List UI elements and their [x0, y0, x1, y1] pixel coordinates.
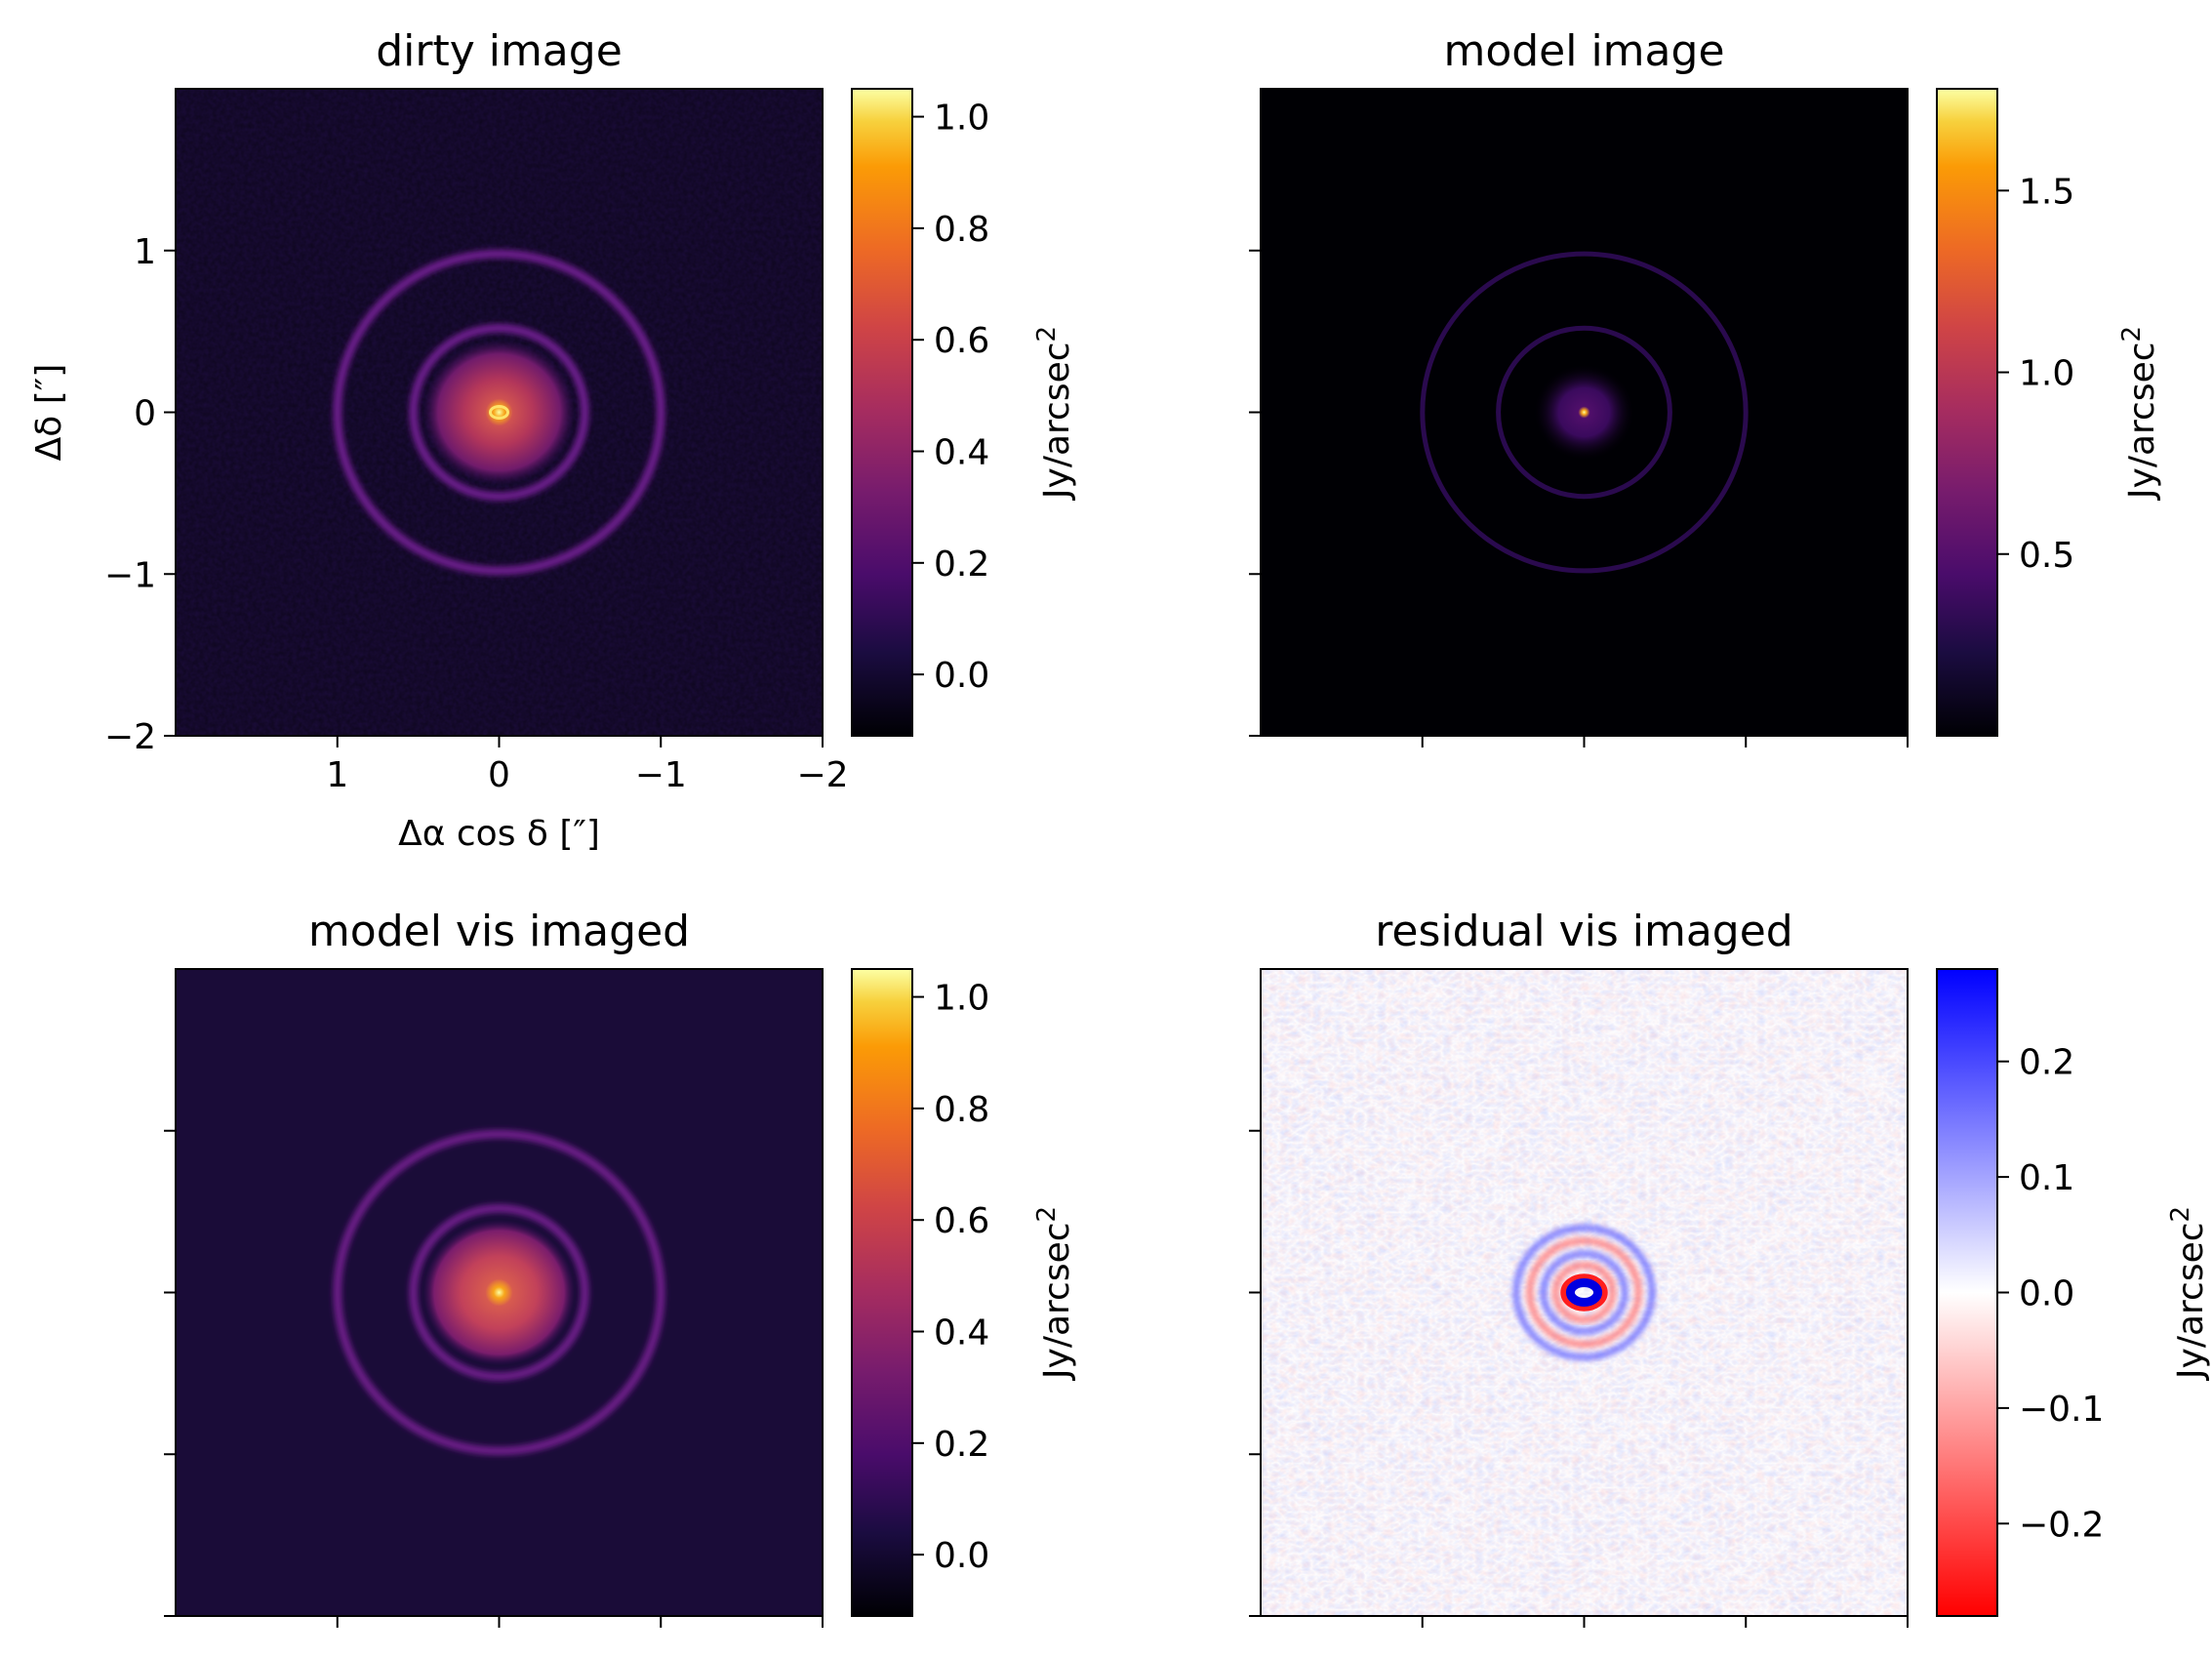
x-tick-label: 0 — [488, 755, 510, 795]
colorbar — [851, 88, 913, 737]
residual-halo-ring — [1526, 1236, 1642, 1349]
colorbar-tick-label: 0.5 — [2019, 536, 2074, 576]
colorbar-label: Jy/arcsec2 — [1032, 326, 1077, 501]
colorbar-tick-label: 0.8 — [934, 210, 989, 250]
x-tick-label: −2 — [796, 755, 848, 795]
central-peak — [1578, 406, 1590, 419]
y-tick-label: −1 — [104, 555, 156, 595]
colorbar-tick-label: 0.4 — [934, 1313, 989, 1353]
ring-1 — [409, 1203, 589, 1382]
image-3 — [176, 969, 823, 1616]
colorbar-tick-label: 1.0 — [2019, 354, 2074, 394]
central-peak — [485, 1278, 513, 1307]
ring-1 — [1496, 325, 1672, 500]
panel-title: model vis imaged — [308, 907, 690, 956]
y-axis-label: Δδ [″] — [29, 364, 69, 462]
y-tick-label: 1 — [134, 232, 156, 272]
colorbar-label: Jy/arcsec2 — [2166, 1206, 2211, 1381]
colorbar-label: Jy/arcsec2 — [1032, 1206, 1077, 1381]
colorbar-tick-label: 0.4 — [934, 433, 989, 473]
peak-ring — [489, 405, 509, 420]
y-tick-label: 0 — [134, 394, 156, 434]
y-tick-label: −2 — [104, 717, 156, 757]
panel-title: dirty image — [376, 26, 623, 76]
image-1 — [176, 89, 823, 736]
colorbar-tick-label: −0.2 — [2019, 1505, 2104, 1545]
ring-1 — [409, 323, 589, 502]
panel-title: model image — [1443, 26, 1724, 76]
residual-ring-outer — [1560, 1273, 1608, 1312]
colorbar-tick-label: 0.0 — [934, 1536, 989, 1576]
colorbar — [851, 968, 913, 1617]
colorbar-tick-label: 0.2 — [934, 1425, 989, 1465]
panel-4: residual vis imaged 0.2 0.1 0.0 −0.1 −0.2 Jy/a… — [1249, 907, 2211, 1628]
image-2 — [1261, 89, 1908, 736]
panel-2: model image 0.5 1.0 1.5 Jy/arcsec2 — [1249, 26, 2162, 747]
central-peak — [485, 398, 513, 426]
colorbar-tick-label: 0.1 — [2019, 1158, 2074, 1198]
colorbar — [1936, 88, 1998, 737]
residual-noise-red — [1261, 969, 1908, 1616]
x-tick-label: 1 — [326, 755, 348, 795]
x-axis-label: Δα cos δ [″] — [398, 814, 600, 854]
colorbar-tick-label: 0.8 — [934, 1090, 989, 1130]
colorbar-tick-label: −0.1 — [2019, 1390, 2104, 1430]
colorbar-tick-label: 0.0 — [934, 656, 989, 696]
image-4 — [1261, 969, 1908, 1616]
colorbar-tick-label: 0.2 — [2019, 1043, 2074, 1083]
panel-1: dirty image 1 0 −1 −2 1 0 −1 −2 Δα cos δ [″] Δδ [″… — [29, 26, 1077, 854]
ring-2 — [333, 1129, 665, 1456]
panel-title: residual vis imaged — [1375, 907, 1792, 956]
residual-halo-ring — [1512, 1224, 1656, 1361]
residual-ring-inner — [1565, 1278, 1603, 1307]
x-tick-label: −1 — [635, 755, 687, 795]
colorbar-tick-label: 0.6 — [934, 321, 989, 361]
colorbar-tick-label: 1.0 — [934, 99, 989, 139]
residual-wash — [1261, 969, 1908, 1616]
colorbar-tick-label: 1.0 — [934, 979, 989, 1019]
ring-2 — [1420, 251, 1749, 574]
colorbar-tick-label: 1.5 — [2019, 172, 2074, 212]
residual-halo-ring — [1540, 1250, 1629, 1335]
residual-halo-ring — [1551, 1262, 1617, 1323]
colorbar-tick-label: 0.6 — [934, 1201, 989, 1241]
colorbar — [1936, 968, 1998, 1617]
colorbar-label: Jy/arcsec2 — [2117, 326, 2162, 501]
colorbar-tick-label: 0.0 — [2019, 1274, 2074, 1314]
colorbar-tick-label: 0.2 — [934, 545, 989, 585]
ring-2 — [333, 249, 665, 576]
panel-3: model vis imaged 0.0 0.2 0.4 0.6 0.8 1.0 Jy/arc… — [164, 907, 1077, 1628]
